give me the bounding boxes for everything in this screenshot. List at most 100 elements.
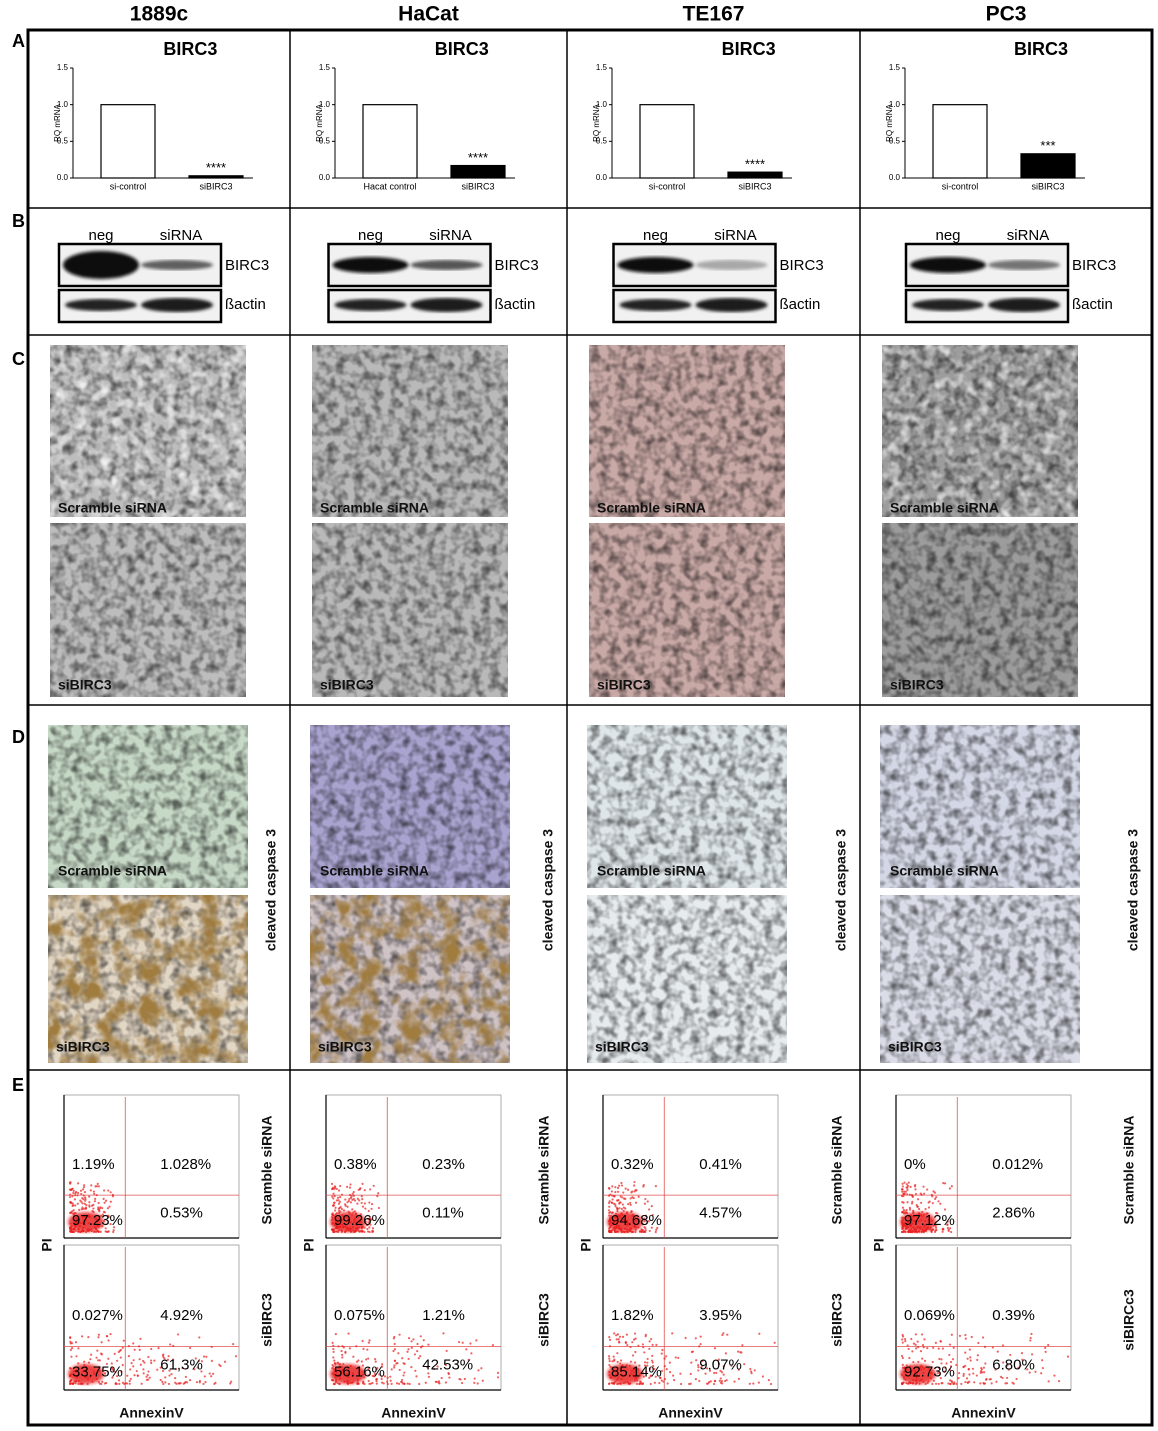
event-dot <box>935 1228 938 1232</box>
event-dot <box>105 1362 109 1366</box>
event-dot <box>331 1213 334 1217</box>
event-dot <box>921 1333 924 1336</box>
blot-band <box>63 251 139 279</box>
protein-label: ßactin <box>780 296 821 313</box>
event-dot <box>698 1345 701 1348</box>
event-dot <box>110 1366 114 1369</box>
event-dot <box>699 1335 702 1338</box>
condition-label: siBIRC3 <box>259 1293 275 1347</box>
event-dot <box>901 1363 904 1366</box>
event-dot <box>367 1209 370 1213</box>
event-dot <box>88 1195 91 1198</box>
event-dot <box>407 1348 410 1351</box>
event-dot <box>964 1337 967 1340</box>
event-dot <box>370 1202 374 1206</box>
image-label: siBIRC3 <box>595 1039 649 1055</box>
event-dot <box>416 1342 419 1346</box>
event-dot <box>442 1332 445 1335</box>
event-dot <box>406 1382 409 1385</box>
event-dot <box>381 1363 384 1366</box>
event-dot <box>904 1230 907 1234</box>
event-dot <box>613 1332 616 1335</box>
event-dot <box>416 1349 419 1353</box>
event-dot <box>340 1207 343 1211</box>
event-dot <box>338 1382 341 1386</box>
stain-texture <box>48 895 248 1063</box>
event-dot <box>337 1189 341 1192</box>
event-dot <box>627 1203 630 1206</box>
event-dot <box>366 1230 370 1233</box>
event-dot <box>971 1367 975 1370</box>
event-dot <box>210 1375 213 1378</box>
event-dot <box>212 1372 215 1375</box>
event-dot <box>618 1184 621 1187</box>
event-dot <box>72 1209 75 1212</box>
event-dot <box>608 1359 611 1363</box>
bar <box>100 104 156 179</box>
event-dot <box>614 1203 617 1206</box>
micrograph-texture <box>48 725 248 888</box>
lane-label: neg <box>88 227 113 244</box>
event-dot <box>69 1182 72 1185</box>
event-dot <box>76 1194 79 1197</box>
event-dot <box>101 1213 105 1216</box>
event-dot <box>1030 1332 1033 1336</box>
event-dot <box>633 1332 637 1335</box>
event-dot <box>109 1333 112 1336</box>
image-label: Scramble siRNA <box>58 863 167 879</box>
event-dot <box>447 1372 450 1376</box>
event-cluster <box>68 1364 104 1384</box>
event-dot <box>107 1214 110 1217</box>
event-dot <box>352 1190 355 1194</box>
event-dot <box>427 1343 430 1346</box>
event-dot <box>637 1344 640 1347</box>
event-dot <box>461 1341 464 1344</box>
event-dot <box>368 1382 371 1385</box>
event-dot <box>203 1355 206 1358</box>
event-dot <box>960 1382 963 1386</box>
event-dot <box>629 1360 633 1363</box>
micrograph-texture <box>587 725 787 888</box>
event-dot <box>380 1377 383 1381</box>
event-dot <box>648 1208 651 1211</box>
event-dot <box>341 1345 344 1348</box>
event-dot <box>940 1382 943 1385</box>
event-dot <box>914 1188 917 1191</box>
event-dot <box>157 1347 160 1350</box>
event-dot <box>375 1380 378 1383</box>
event-dot <box>913 1185 917 1188</box>
event-dot <box>341 1356 344 1359</box>
protein-label: BIRC3 <box>780 257 824 274</box>
event-dot <box>68 1195 72 1199</box>
event-dot <box>1006 1376 1009 1380</box>
event-dot <box>167 1355 170 1358</box>
event-dot <box>668 1361 671 1364</box>
event-dot <box>181 1366 184 1370</box>
event-dot <box>1004 1382 1007 1385</box>
event-dot <box>619 1359 623 1362</box>
event-dot <box>662 1380 665 1383</box>
bar <box>932 104 988 179</box>
event-dot <box>338 1200 341 1203</box>
event-dot <box>389 1375 392 1378</box>
event-dot <box>335 1187 338 1191</box>
event-dot <box>97 1359 100 1362</box>
event-dot <box>905 1186 908 1189</box>
event-dot <box>150 1347 153 1351</box>
protein-label: BIRC3 <box>1072 257 1116 274</box>
event-dot <box>386 1382 389 1386</box>
event-dot <box>912 1342 916 1345</box>
axis-label: AnnexinV <box>381 1405 446 1421</box>
event-dot <box>646 1361 649 1364</box>
event-dot <box>932 1379 935 1382</box>
event-dot <box>631 1341 634 1344</box>
event-dot <box>119 1356 122 1359</box>
event-dot <box>737 1377 741 1380</box>
event-dot <box>1006 1364 1009 1367</box>
event-dot <box>397 1352 400 1355</box>
event-dot <box>335 1212 338 1215</box>
event-dot <box>909 1185 912 1188</box>
event-dot <box>147 1370 150 1373</box>
event-dot <box>197 1360 200 1363</box>
event-dot <box>112 1368 115 1372</box>
